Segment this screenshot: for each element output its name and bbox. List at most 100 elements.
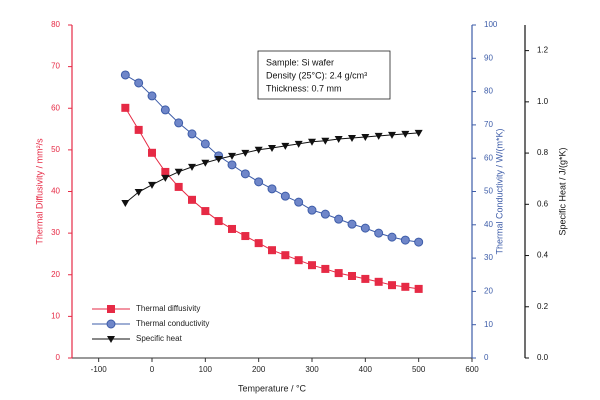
marker — [281, 142, 290, 150]
series-line — [124, 107, 419, 290]
y2-tick-label: 0 — [484, 353, 489, 362]
marker — [294, 197, 304, 207]
marker — [148, 148, 156, 157]
x-tick-label: -100 — [91, 365, 108, 374]
y2-tick-label: 90 — [484, 53, 493, 62]
marker — [320, 209, 330, 219]
y-axis-label: Thermal Diffusivity / mm²/s — [34, 138, 44, 245]
marker — [254, 177, 264, 187]
marker — [188, 195, 196, 204]
marker — [121, 103, 130, 112]
marker — [240, 169, 250, 179]
annotation-box — [257, 50, 391, 100]
marker — [414, 284, 423, 293]
marker — [294, 140, 303, 148]
marker — [188, 163, 196, 171]
x-tick-label: 0 — [150, 365, 155, 374]
y3-tick-label: 1.2 — [537, 46, 549, 55]
marker — [227, 160, 237, 170]
marker — [241, 232, 250, 241]
marker — [321, 137, 330, 145]
marker — [374, 277, 383, 286]
marker — [308, 138, 316, 146]
y-tick-label: 40 — [51, 187, 60, 196]
marker — [414, 129, 423, 137]
marker — [120, 70, 130, 80]
y2-tick-label: 60 — [484, 153, 493, 162]
y-tick-label: 30 — [51, 228, 60, 237]
legend-marker — [107, 336, 115, 343]
y3-tick-label: 0.6 — [537, 199, 549, 208]
marker — [401, 130, 410, 138]
marker — [268, 144, 276, 152]
marker — [388, 131, 396, 139]
y3-tick-label: 0.2 — [537, 302, 549, 311]
y-tick-label: 80 — [51, 20, 60, 29]
marker — [334, 269, 343, 278]
marker — [267, 184, 277, 194]
marker — [347, 219, 357, 229]
marker — [201, 207, 210, 216]
marker — [160, 105, 170, 115]
marker — [268, 246, 276, 255]
marker — [161, 174, 170, 182]
marker — [187, 129, 197, 139]
marker — [148, 181, 156, 189]
y3-axis-label: Specific Heat / J/(g*K) — [557, 147, 567, 235]
legend-marker — [106, 319, 116, 329]
annotation-text: Sample: Si wafer — [266, 57, 334, 67]
marker — [241, 149, 250, 157]
marker — [388, 281, 396, 290]
marker — [121, 200, 130, 208]
marker — [281, 251, 290, 260]
marker — [334, 214, 344, 224]
marker — [387, 232, 397, 242]
y-tick-label: 50 — [51, 145, 60, 154]
marker — [361, 133, 370, 141]
legend-marker — [107, 305, 115, 313]
marker — [200, 139, 210, 149]
marker — [401, 282, 410, 291]
y3-tick-label: 0.8 — [537, 148, 549, 157]
marker — [400, 235, 410, 245]
y2-tick-label: 100 — [484, 20, 498, 29]
marker — [134, 189, 143, 197]
legend-label: Specific heat — [136, 334, 183, 343]
y2-tick-label: 50 — [484, 187, 493, 196]
y2-tick-label: 30 — [484, 253, 493, 262]
legend-label: Thermal conductivity — [136, 319, 209, 328]
y-tick-label: 20 — [51, 270, 60, 279]
y3-tick-label: 0.0 — [537, 353, 549, 362]
annotation-text: Thickness: 0.7 mm — [266, 83, 342, 93]
y-tick-label: 0 — [56, 353, 61, 362]
marker — [334, 135, 343, 143]
marker — [201, 159, 210, 167]
marker — [374, 228, 384, 238]
y3-tick-label: 1.0 — [537, 97, 549, 106]
marker — [161, 167, 170, 176]
y2-axis-label: Thermal Conductivity / W/(m*K) — [494, 128, 504, 254]
x-tick-label: 300 — [305, 365, 319, 374]
marker — [307, 205, 317, 215]
annotation-text: Density (25°C): 2.4 g/cm³ — [266, 70, 367, 80]
marker — [294, 256, 303, 265]
marker — [374, 132, 383, 140]
y2-tick-label: 20 — [484, 287, 493, 296]
y-tick-label: 70 — [51, 62, 60, 71]
y-tick-label: 10 — [51, 311, 60, 320]
marker — [174, 118, 184, 128]
x-tick-label: 200 — [252, 365, 266, 374]
y3-tick-label: 0.4 — [537, 251, 549, 260]
x-tick-label: 500 — [412, 365, 426, 374]
y2-tick-label: 70 — [484, 120, 493, 129]
y2-tick-label: 80 — [484, 87, 493, 96]
marker — [214, 155, 223, 163]
marker — [360, 223, 370, 233]
series-line — [125, 74, 419, 243]
x-axis-label: Temperature / °C — [238, 383, 307, 393]
marker — [254, 146, 263, 154]
marker — [147, 91, 157, 101]
marker — [134, 125, 143, 134]
y2-tick-label: 10 — [484, 320, 493, 329]
